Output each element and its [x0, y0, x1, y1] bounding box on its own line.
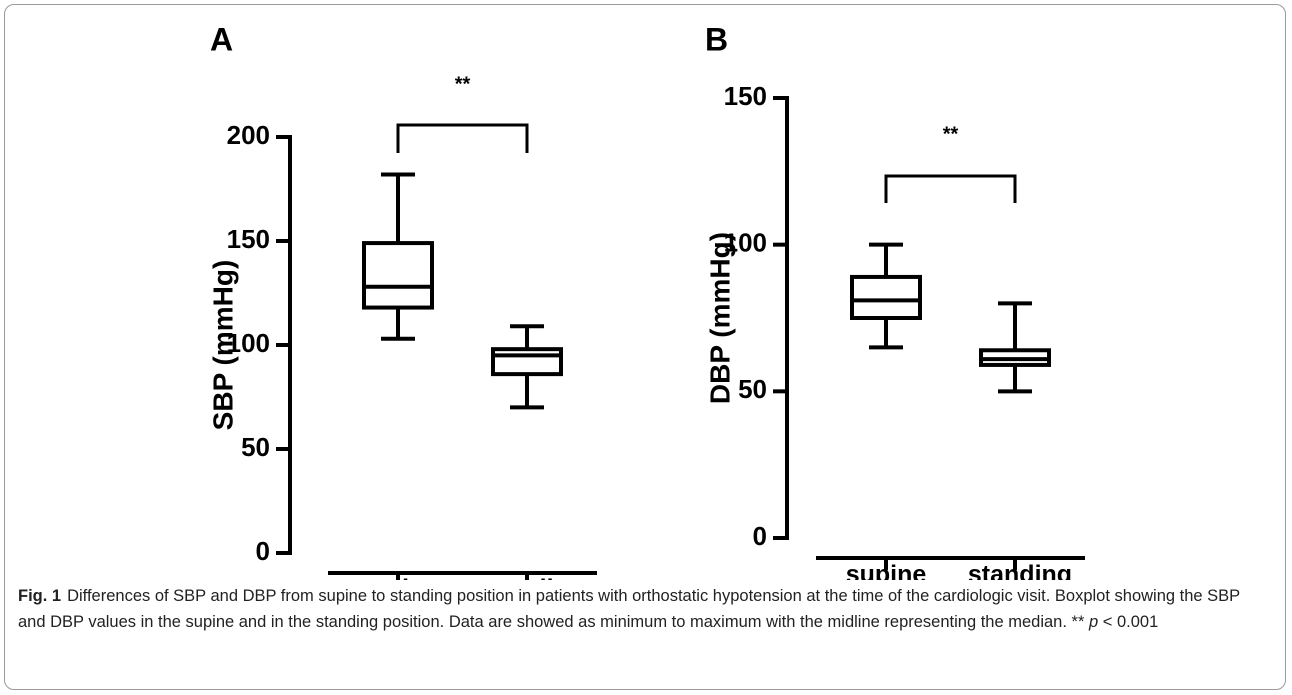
- x-tick-label: standing: [480, 575, 584, 580]
- significance-bracket: [396, 123, 529, 153]
- x-tick-label: supine: [358, 575, 439, 580]
- figure-frame: [4, 4, 1286, 690]
- caption: Fig. 1 Differences of SBP and DBP from su…: [18, 583, 1268, 635]
- y-tick-label: 0: [256, 536, 270, 566]
- y-tick-label: 150: [724, 81, 767, 111]
- box: [491, 347, 563, 377]
- figure: A SBP (mmHg) 0 50 100 150 200 supine standing ** B…: [207, 21, 1085, 580]
- y-tick-label: 200: [227, 120, 270, 150]
- caption-text: Differences of SBP and DBP from supine t…: [18, 587, 1240, 631]
- box: [362, 241, 434, 310]
- y-tick-label: 100: [227, 328, 270, 358]
- y-tick-label: 50: [738, 374, 767, 404]
- box: [850, 274, 922, 320]
- significance-label: **: [943, 123, 959, 145]
- x-tick-label: supine: [846, 561, 927, 580]
- x-tick-label: standing: [968, 561, 1072, 580]
- caption-italic: p: [1088, 613, 1099, 631]
- y-axis-label: SBP (mmHg): [207, 260, 238, 431]
- y-tick-label: 150: [227, 224, 270, 254]
- y-axis-label: DBP (mmHg): [704, 232, 735, 404]
- caption-label: Fig. 1: [18, 587, 62, 605]
- y-tick-label: 100: [724, 228, 767, 258]
- significance-bracket: [884, 174, 1017, 203]
- panel-label: A: [210, 21, 233, 57]
- y-tick-label: 50: [241, 432, 270, 462]
- caption-tail: < 0.001: [1102, 613, 1159, 631]
- panel-label: B: [705, 21, 728, 57]
- y-tick-label: 0: [753, 521, 767, 551]
- significance-label: **: [455, 73, 471, 95]
